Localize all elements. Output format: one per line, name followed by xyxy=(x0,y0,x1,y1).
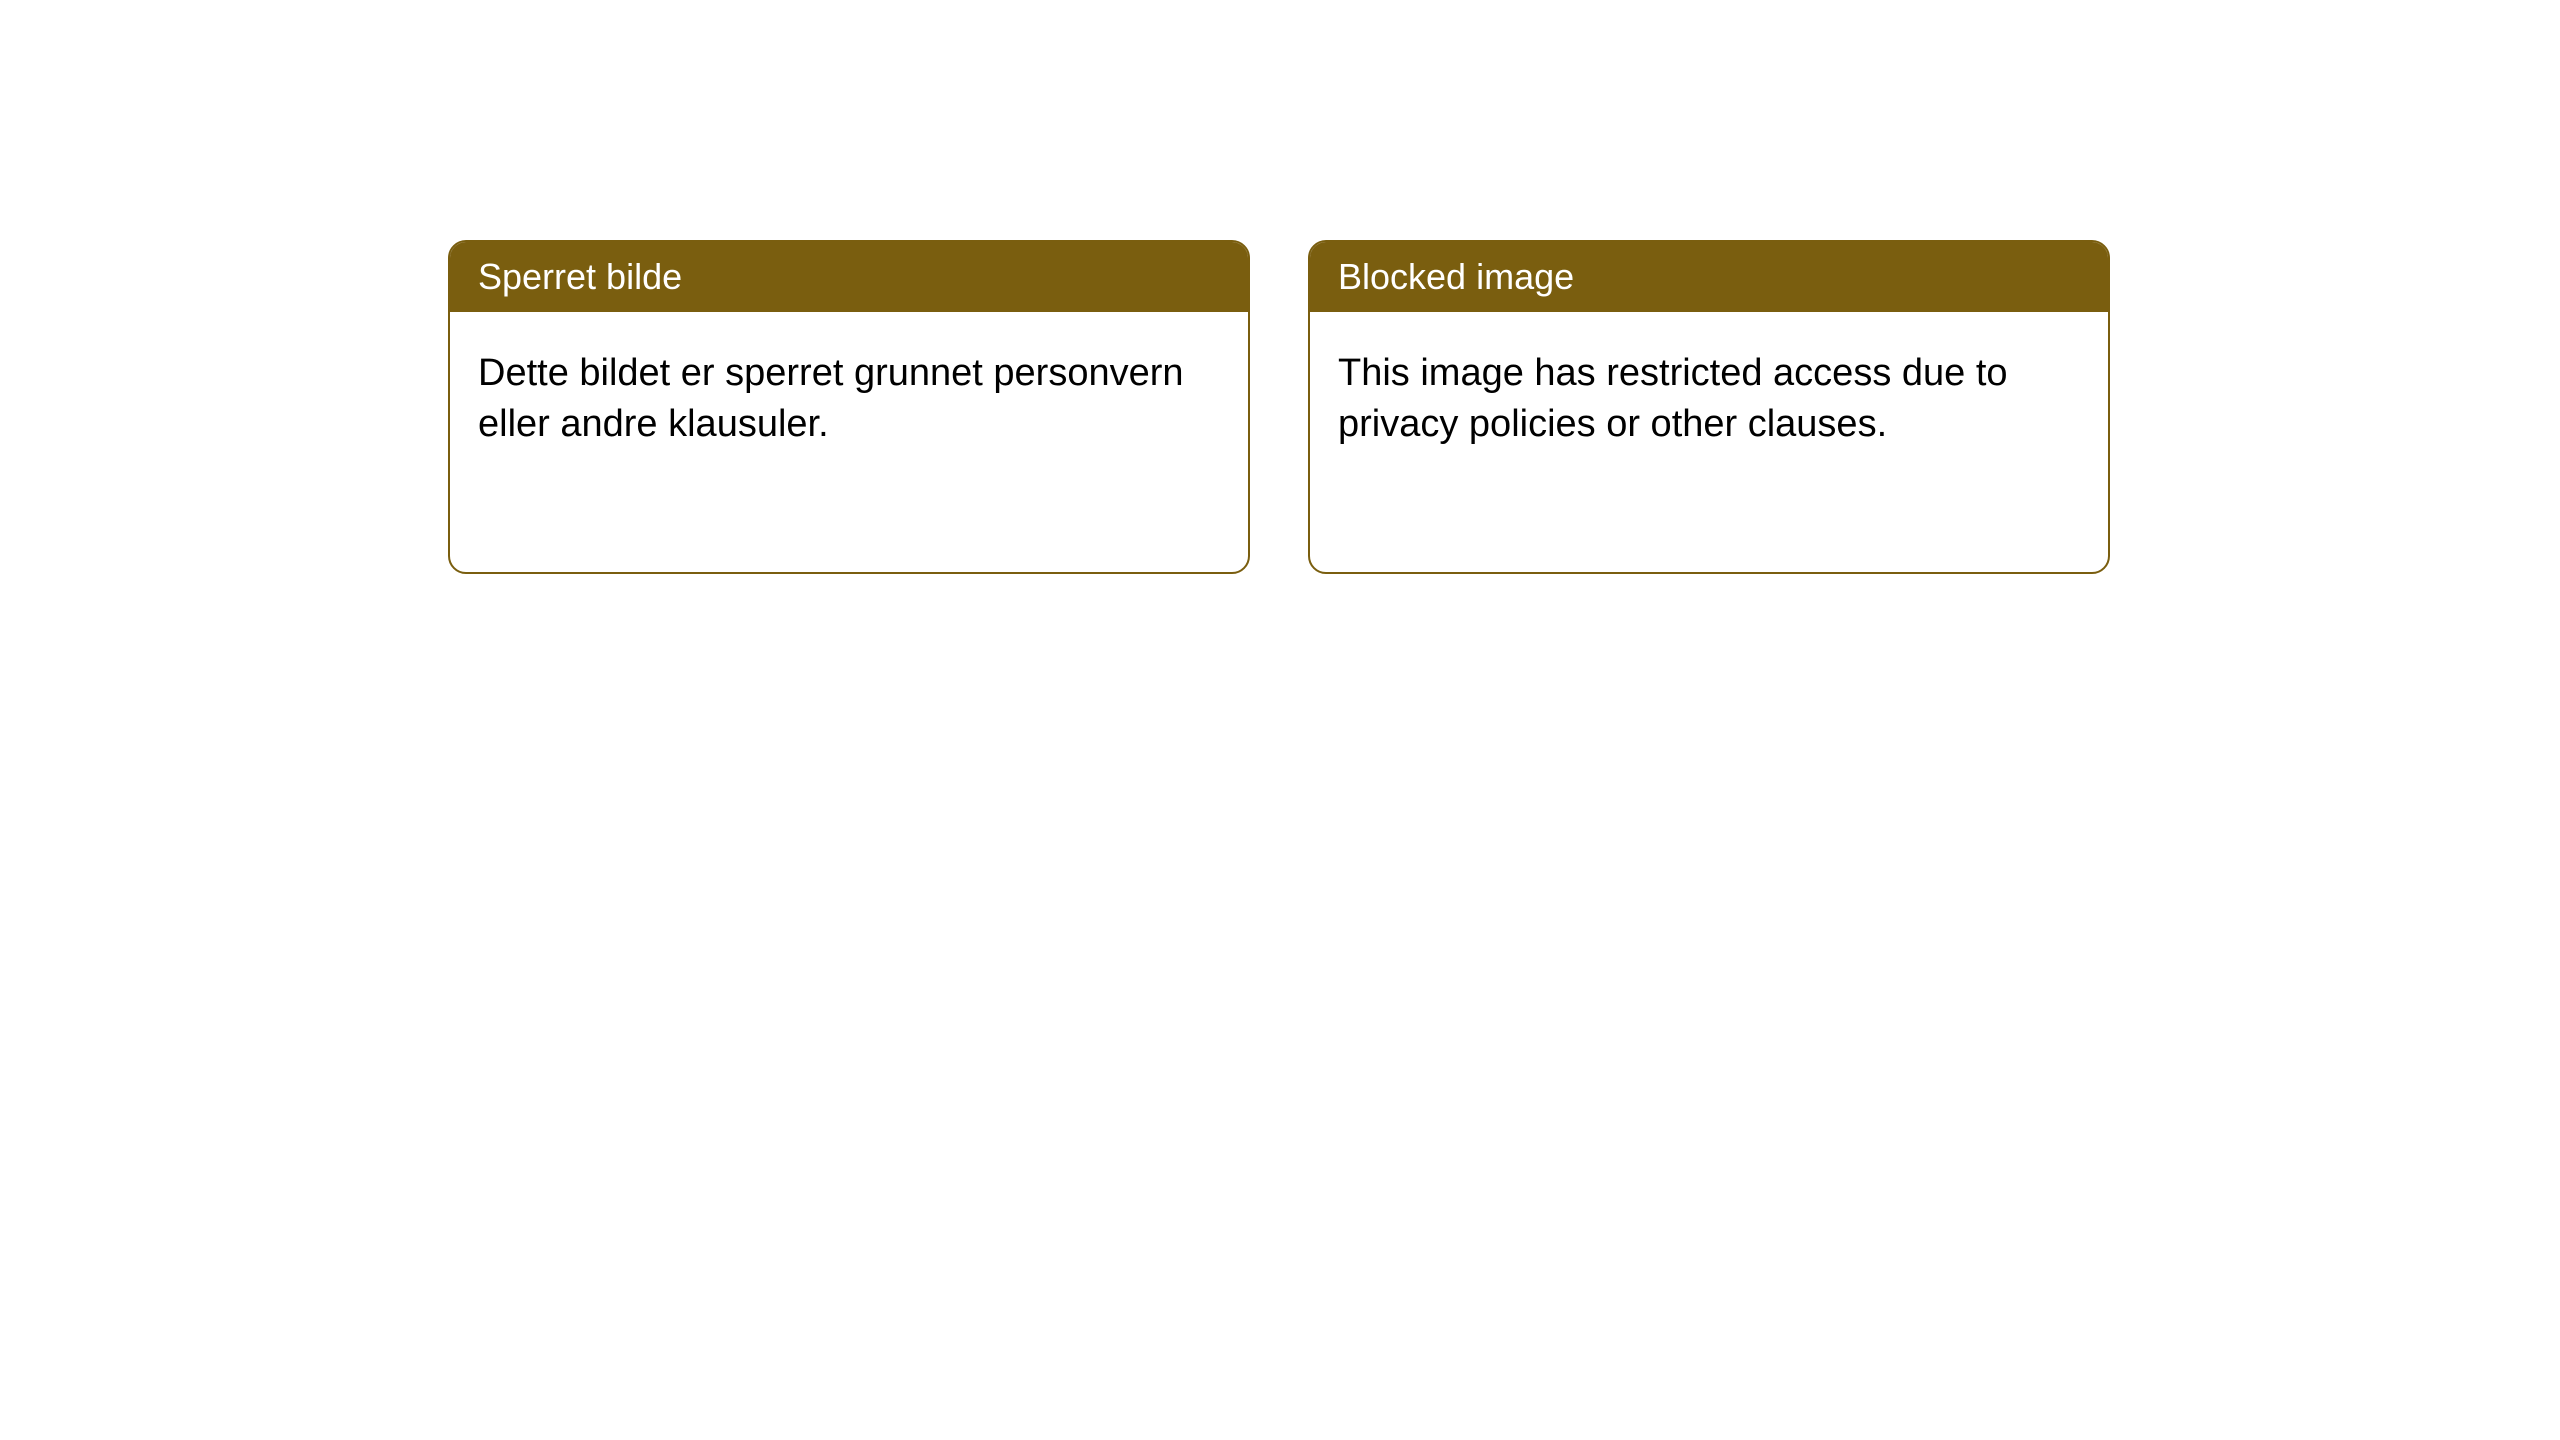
blocked-image-cards: Sperret bilde Dette bildet er sperret gr… xyxy=(448,240,2110,574)
card-body-en: This image has restricted access due to … xyxy=(1310,312,2108,487)
card-body-text-en: This image has restricted access due to … xyxy=(1338,352,2008,445)
card-header-no: Sperret bilde xyxy=(450,242,1248,312)
card-body-text-no: Dette bildet er sperret grunnet personve… xyxy=(478,352,1184,445)
card-body-no: Dette bildet er sperret grunnet personve… xyxy=(450,312,1248,487)
card-title-no: Sperret bilde xyxy=(478,256,682,297)
blocked-image-card-no: Sperret bilde Dette bildet er sperret gr… xyxy=(448,240,1250,574)
card-title-en: Blocked image xyxy=(1338,256,1574,297)
blocked-image-card-en: Blocked image This image has restricted … xyxy=(1308,240,2110,574)
card-header-en: Blocked image xyxy=(1310,242,2108,312)
